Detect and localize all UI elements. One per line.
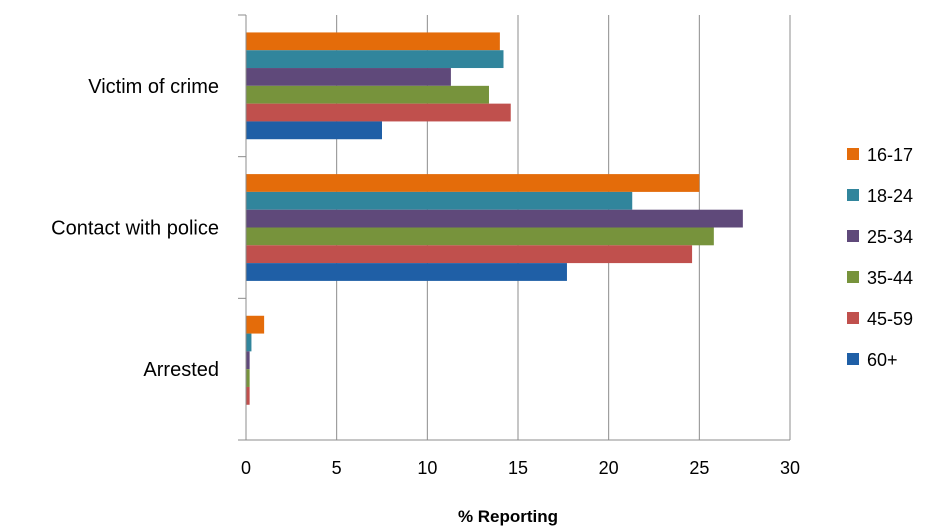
x-tick-label: 5	[332, 458, 342, 478]
bar-60-	[246, 263, 567, 281]
legend-swatch	[847, 271, 859, 283]
x-tick-label: 25	[689, 458, 709, 478]
x-tick-label: 15	[508, 458, 528, 478]
bar-18-24	[246, 191, 633, 210]
x-tick-label: 20	[599, 458, 619, 478]
x-tick-labels: 0 5 10 15 20 25 30	[241, 458, 800, 478]
bar-35-44	[246, 85, 489, 104]
bar-16-17	[246, 32, 500, 51]
axes	[238, 14, 790, 441]
legend-label: 16-17	[867, 145, 913, 165]
category-label: Victim of crime	[88, 76, 219, 98]
x-tick-label: 30	[780, 458, 800, 478]
x-axis-title: % Reporting	[458, 507, 558, 526]
bar-25-34	[246, 351, 250, 370]
legend-swatch	[847, 189, 859, 201]
legend-label: 60+	[867, 350, 898, 370]
bar-18-24	[246, 333, 252, 352]
category-label: Contact with police	[51, 218, 219, 240]
legend-swatch	[847, 312, 859, 324]
bar-25-34	[246, 68, 451, 86]
bar-35-44	[246, 369, 250, 387]
category-label: Arrested	[143, 359, 219, 381]
x-tick-label: 10	[417, 458, 437, 478]
legend-swatch	[847, 148, 859, 160]
legend-label: 35-44	[867, 268, 913, 288]
bar-60-	[246, 121, 382, 140]
bar-45-59	[246, 386, 250, 405]
legend-label: 18-24	[867, 186, 913, 206]
legend-swatch	[847, 353, 859, 365]
legend-swatch	[847, 230, 859, 242]
bar-45-59	[246, 103, 511, 122]
legend: 16-17 18-24 25-34 35-44 45-59 60+	[847, 145, 913, 370]
bar-18-24	[246, 50, 504, 69]
bar-35-44	[246, 227, 714, 246]
legend-label: 45-59	[867, 309, 913, 329]
bar-45-59	[246, 245, 693, 264]
x-tick-label: 0	[241, 458, 251, 478]
legend-label: 25-34	[867, 227, 913, 247]
bar-25-34	[246, 209, 743, 228]
bars	[246, 32, 743, 405]
bar-16-17	[246, 315, 265, 334]
bar-16-17	[246, 174, 700, 192]
category-labels: Victim of crime Contact with police Arrest…	[51, 76, 219, 381]
